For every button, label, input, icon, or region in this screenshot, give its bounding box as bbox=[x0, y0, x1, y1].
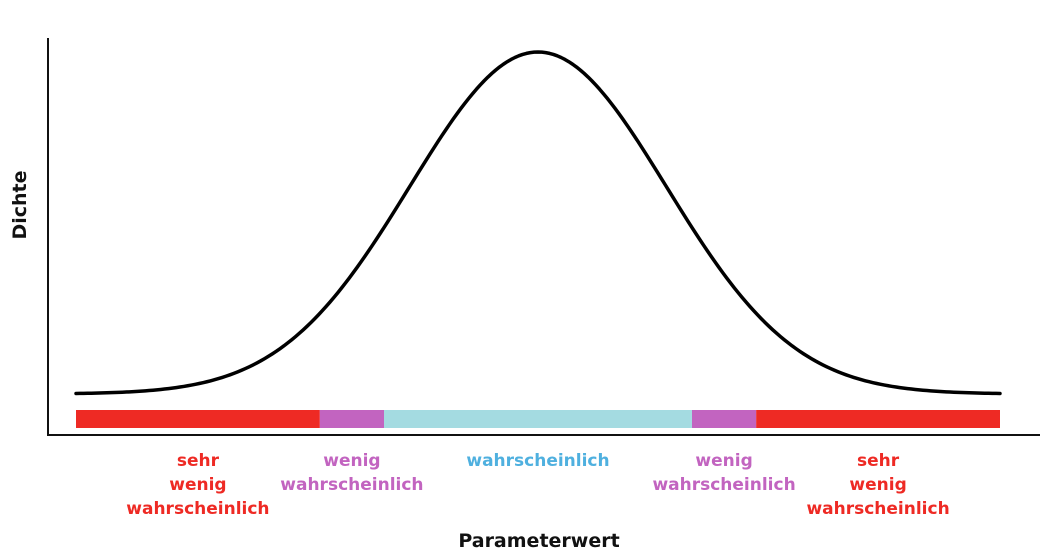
region-label-line: wahrscheinlich bbox=[280, 475, 423, 495]
region-label-very-unlikely-left: sehr wenig wahrscheinlich bbox=[126, 451, 269, 519]
region-bar-very-unlikely-left bbox=[76, 410, 320, 428]
region-label-line: wahrscheinlich bbox=[652, 475, 795, 495]
region-label-line: wenig bbox=[169, 475, 226, 495]
region-bars bbox=[76, 410, 1000, 428]
region-label-line: wahrscheinlich bbox=[466, 451, 609, 471]
region-bar-unlikely-left bbox=[319, 410, 384, 428]
region-label-unlikely-left: wenig wahrscheinlich bbox=[280, 451, 423, 495]
region-label-line: wenig bbox=[323, 451, 380, 471]
region-label-likely: wahrscheinlich bbox=[466, 451, 609, 471]
region-bar-very-unlikely-right bbox=[756, 410, 1000, 428]
y-axis-title: Dichte bbox=[9, 170, 31, 239]
density-curve bbox=[74, 50, 1002, 396]
region-label-line: sehr bbox=[857, 451, 900, 471]
region-label-line: wahrscheinlich bbox=[806, 499, 949, 519]
region-label-line: sehr bbox=[177, 451, 220, 471]
region-label-unlikely-right: wenig wahrscheinlich bbox=[652, 451, 795, 495]
x-axis-title: Parameterwert bbox=[458, 530, 619, 552]
region-label-line: wenig bbox=[849, 475, 906, 495]
region-bar-likely bbox=[384, 410, 692, 428]
region-label-line: wenig bbox=[695, 451, 752, 471]
region-labels: sehr wenig wahrscheinlich wenig wahrscheinli… bbox=[126, 451, 949, 519]
region-label-line: wahrscheinlich bbox=[126, 499, 269, 519]
region-bar-unlikely-right bbox=[692, 410, 757, 428]
region-label-very-unlikely-right: sehr wenig wahrscheinlich bbox=[806, 451, 949, 519]
